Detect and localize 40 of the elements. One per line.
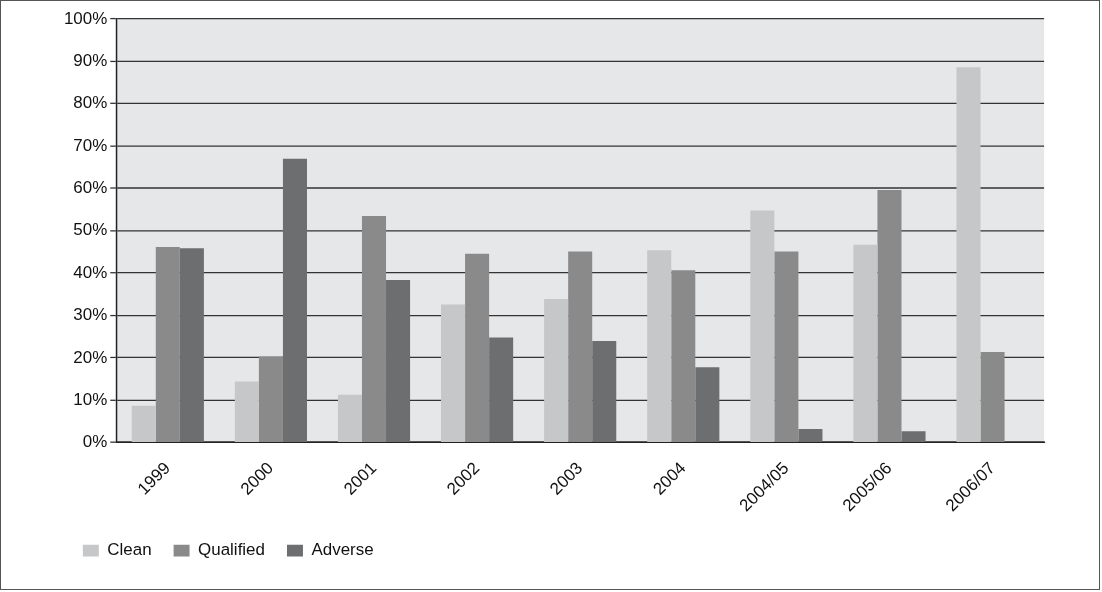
- bar: [671, 270, 696, 442]
- bar: [337, 394, 362, 442]
- legend-label: Adverse: [311, 540, 374, 560]
- y-tick-label: 60%: [73, 178, 108, 198]
- y-tick-label: 70%: [73, 135, 108, 155]
- bar: [441, 304, 466, 442]
- bar: [179, 248, 204, 442]
- bar: [361, 215, 387, 442]
- bar: [155, 246, 180, 442]
- bar: [592, 340, 617, 442]
- bar: [647, 250, 672, 442]
- bar: [234, 381, 259, 442]
- bar: [750, 210, 775, 442]
- bar: [853, 244, 878, 442]
- y-tick-label: 80%: [73, 93, 108, 113]
- bar: [131, 405, 156, 442]
- y-tick-label: 90%: [73, 50, 108, 70]
- bar: [465, 253, 490, 442]
- bar: [489, 337, 514, 442]
- bar: [877, 190, 902, 442]
- bar: [901, 431, 926, 442]
- bar: [695, 367, 720, 442]
- y-tick-label: 50%: [73, 220, 108, 240]
- legend-label: Clean: [107, 540, 152, 560]
- bar: [774, 251, 799, 442]
- bar: [544, 298, 569, 442]
- bar: [956, 67, 981, 442]
- y-tick-label: 10%: [73, 389, 108, 409]
- y-tick-label: 40%: [73, 262, 108, 282]
- bar: [386, 279, 411, 442]
- y-tick-label: 0%: [82, 432, 108, 452]
- bar: [282, 158, 307, 442]
- y-tick-label: 100%: [63, 8, 108, 28]
- y-tick-label: 30%: [73, 305, 108, 325]
- legend-label: Qualified: [198, 540, 265, 560]
- y-tick-label: 20%: [73, 347, 108, 367]
- bar: [798, 429, 823, 442]
- bar: [980, 351, 1005, 442]
- bar: [568, 251, 593, 442]
- bar: [258, 356, 283, 442]
